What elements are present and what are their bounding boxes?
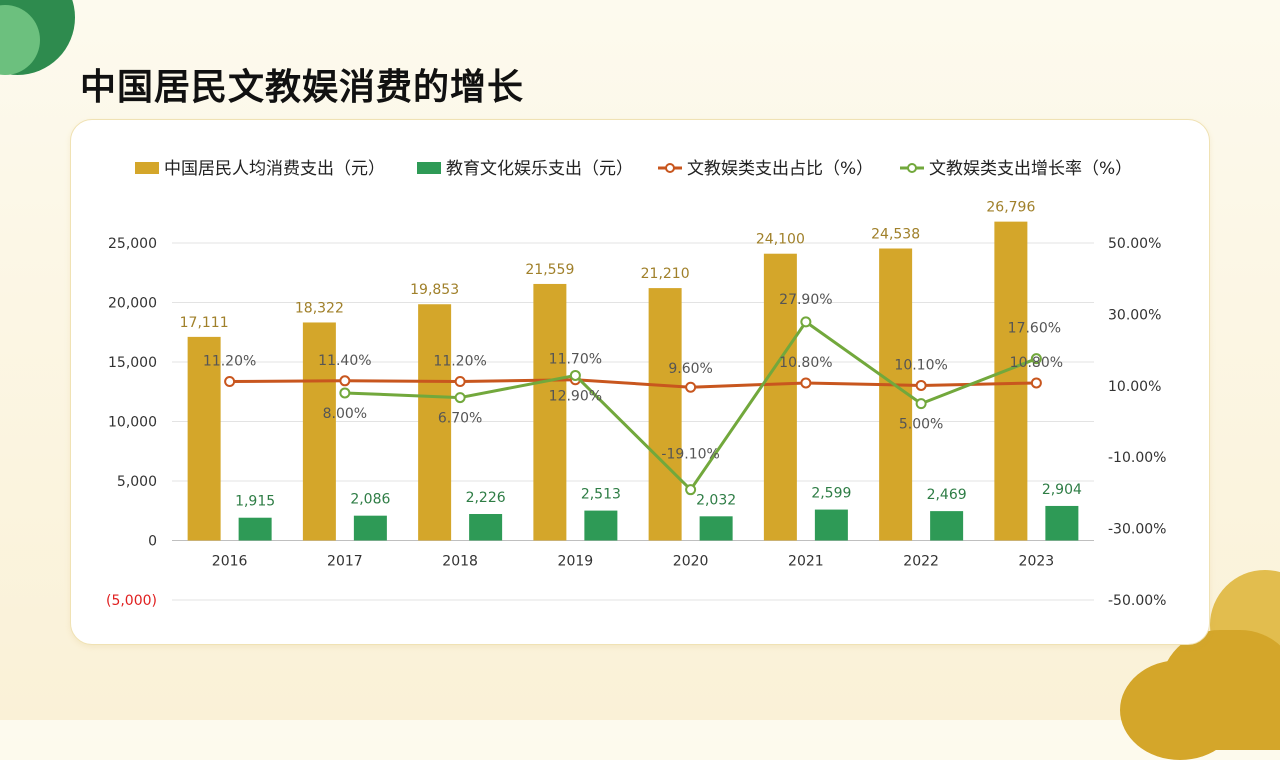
growth-label: 5.00% <box>899 417 943 433</box>
bar-education-culture <box>930 511 964 541</box>
data-label-education: 2,086 <box>350 492 390 508</box>
y-left-tick-label: 0 <box>148 534 157 550</box>
share-line <box>229 378 1037 389</box>
x-tick-label: 2023 <box>1019 554 1055 570</box>
bar-total-consumption <box>187 336 221 541</box>
x-tick-label: 2018 <box>442 554 478 570</box>
y-right-tick-label: 10.00% <box>1108 379 1161 395</box>
legend-entry: 文教娱类支出占比（%） <box>687 159 873 179</box>
x-tick-label: 2019 <box>558 554 594 570</box>
data-label-total: 24,538 <box>871 226 920 242</box>
growth-label: -19.10% <box>661 447 719 463</box>
legend-swatch <box>417 162 441 174</box>
y-left-tick-label: 25,000 <box>108 236 157 252</box>
x-tick-label: 2020 <box>673 554 709 570</box>
legend-entry: 中国居民人均消费支出（元） <box>164 159 385 179</box>
share-point <box>800 377 812 389</box>
bar-education-culture <box>1045 505 1079 541</box>
y-right-tick-label: 30.00% <box>1108 307 1161 323</box>
bar-total-consumption <box>302 322 336 541</box>
x-tick-label: 2016 <box>212 554 248 570</box>
bar-layer <box>187 221 1079 541</box>
y-right-tick-label: -50.00% <box>1108 593 1166 609</box>
share-point <box>685 381 697 393</box>
y-left-tick-label: 10,000 <box>108 415 157 431</box>
data-label-education: 1,915 <box>235 494 275 510</box>
data-label-total: 19,853 <box>410 282 459 298</box>
data-label-total: 26,796 <box>986 200 1035 216</box>
y-left-tick-label: 20,000 <box>108 296 157 312</box>
legend-entry: 文教娱类支出增长率（%） <box>929 159 1132 179</box>
share-point <box>454 376 466 388</box>
legend-layer: 中国居民人均消费支出（元） 教育文化娱乐支出（元） 文教娱类支出占比（%） 文教娱类支… <box>135 159 1132 179</box>
data-label-education: 2,904 <box>1042 482 1082 498</box>
bar-total-consumption <box>994 221 1028 541</box>
data-label-total: 21,559 <box>525 262 574 278</box>
data-label-education: 2,599 <box>811 486 851 502</box>
share-label: 11.40% <box>318 353 371 369</box>
legend-entry: 教育文化娱乐支出（元） <box>446 159 633 179</box>
data-label-total: 24,100 <box>756 232 805 248</box>
legend-marker <box>907 163 917 173</box>
share-point <box>915 379 927 391</box>
y-right-tick-label: -30.00% <box>1108 522 1166 538</box>
share-point <box>1030 377 1042 389</box>
x-tick-label: 2021 <box>788 554 824 570</box>
y-right-tick-label: -10.00% <box>1108 450 1166 466</box>
data-label-total: 21,210 <box>641 266 690 282</box>
share-label: 11.20% <box>433 354 486 370</box>
growth-label: 8.00% <box>323 406 367 422</box>
page-title: 中国居民文教娱消费的增长 <box>80 67 525 108</box>
data-label-total: 18,322 <box>295 300 344 316</box>
legend-swatch <box>135 162 159 174</box>
share-label: 10.80% <box>1010 355 1063 371</box>
growth-point <box>569 369 581 381</box>
growth-point <box>915 398 927 410</box>
bar-total-consumption <box>533 283 567 541</box>
share-label: 11.70% <box>549 352 602 368</box>
growth-point <box>800 316 812 328</box>
growth-point <box>685 484 697 496</box>
bar-total-consumption <box>648 288 682 541</box>
growth-point <box>454 392 466 404</box>
bar-total-consumption <box>418 304 452 541</box>
bar-education-culture <box>814 509 848 541</box>
bar-total-consumption <box>763 253 797 541</box>
y-right-tick-label: 50.00% <box>1108 236 1161 252</box>
share-label: 10.80% <box>779 355 832 371</box>
data-label-total: 17,111 <box>180 315 229 331</box>
share-label: 10.10% <box>894 357 947 373</box>
label-layer: 17,111 18,322 19,853 21,559 21,210 24,100 24,5… <box>180 200 1082 510</box>
growth-point <box>1030 353 1042 365</box>
bar-education-culture <box>238 517 272 541</box>
y-left-tick-label: (5,000) <box>106 593 157 609</box>
share-point <box>339 375 351 387</box>
growth-label: 12.90% <box>549 388 602 404</box>
line-layer <box>224 316 1042 496</box>
legend-marker <box>665 163 675 173</box>
y-left-tick-label: 15,000 <box>108 355 157 371</box>
combo-chart: 17,111 18,322 19,853 21,559 21,210 24,100 24,5… <box>106 159 1166 609</box>
bar-education-culture <box>584 510 618 541</box>
growth-label: 6.70% <box>438 411 482 427</box>
bar-education-culture <box>469 514 503 541</box>
share-point <box>224 376 236 388</box>
bar-education-culture <box>699 516 733 541</box>
data-label-education: 2,513 <box>581 487 621 503</box>
axis-layer: (5,000) 0 5,000 10,000 15,000 20,000 25,000 -50… <box>106 236 1166 609</box>
share-label: 11.20% <box>203 354 256 370</box>
y-left-tick-label: 5,000 <box>117 474 157 490</box>
data-label-education: 2,032 <box>696 492 736 508</box>
growth-point <box>339 387 351 399</box>
x-tick-label: 2022 <box>903 554 939 570</box>
share-label: 9.60% <box>668 361 712 377</box>
data-label-education: 2,469 <box>927 487 967 503</box>
data-label-education: 2,226 <box>466 490 506 506</box>
x-tick-label: 2017 <box>327 554 363 570</box>
growth-label: 27.90% <box>779 292 832 308</box>
growth-label: 17.60% <box>1008 321 1061 337</box>
bar-education-culture <box>353 515 387 541</box>
